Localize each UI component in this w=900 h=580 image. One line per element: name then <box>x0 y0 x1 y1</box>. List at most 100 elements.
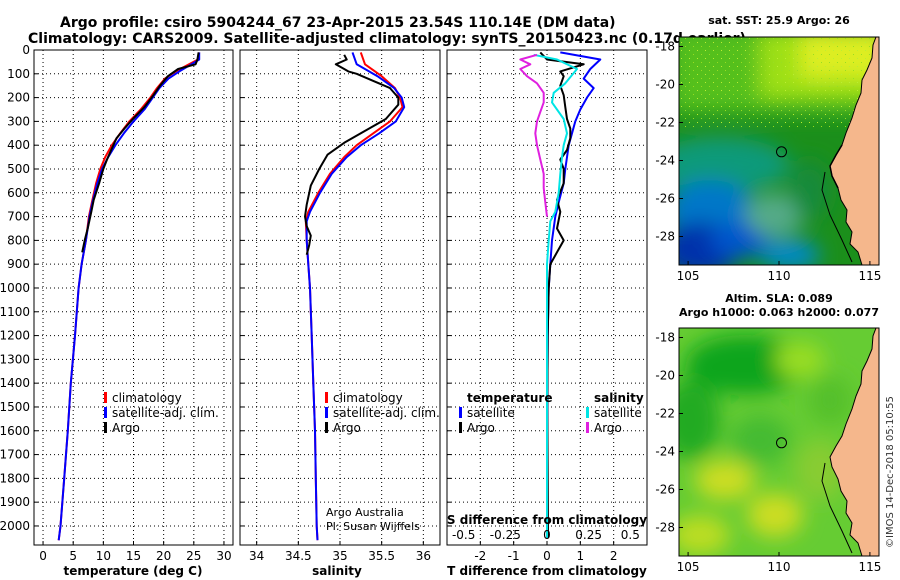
map-xtick-label: 105 <box>677 560 700 574</box>
ytick-label: 800 <box>7 233 30 247</box>
legend-s-satellite-label: satellite <box>594 406 642 420</box>
map-ytick-label: -18 <box>655 331 675 345</box>
ytick-label: 1200 <box>0 329 30 343</box>
xtick-label: 15 <box>126 549 141 563</box>
legend-s-argo-mark <box>586 422 589 433</box>
series-line-satellite-adj-clim- <box>305 52 406 541</box>
sst-map-title: sat. SST: 25.9 Argo: 26 <box>708 14 850 27</box>
xtick-label: 25 <box>186 549 201 563</box>
sla-map-title-line2: Argo h1000: 0.063 h2000: 0.077 <box>679 306 879 319</box>
ytick-label: 1300 <box>0 352 30 366</box>
xtick-label: 34 <box>249 549 264 563</box>
copyright-stamp: ©IMOS 14-Dec-2018 05:10:55 <box>885 396 896 548</box>
ytick-label: 2000 <box>0 519 30 533</box>
difference-top-ticks: -0.5 -0.25 0 0.25 0.5 <box>452 528 640 542</box>
ytick-label: 300 <box>7 114 30 128</box>
legend-argo-mark <box>104 422 107 433</box>
map-ytick-label: -22 <box>655 116 675 130</box>
xtick-label: 35 <box>332 549 347 563</box>
map-ytick-label: -24 <box>655 154 675 168</box>
legend-climatology-mark <box>104 392 107 403</box>
sst-map-ticks: 105 110 115 -18 -20 -22 -24 -26 -28 <box>655 40 881 284</box>
map-ytick-label: -26 <box>655 192 675 206</box>
xtick-label: 34.5 <box>285 549 312 563</box>
xtick-label: 2 <box>610 549 618 563</box>
sla-map: Altim. SLA: 0.089 Argo h1000: 0.063 h200… <box>655 292 881 574</box>
sst-map-field <box>679 37 879 265</box>
salinity-ticks: 34 34.5 35 35.5 36 <box>240 49 431 563</box>
difference-top-xlabel: S difference from climatology <box>447 513 647 527</box>
map-ytick-label: -18 <box>655 40 675 54</box>
legend-satellite-mark <box>325 407 328 418</box>
top-xtick-label: 0.5 <box>621 528 640 542</box>
xtick-label: 5 <box>69 549 77 563</box>
map-xtick-label: 115 <box>858 560 881 574</box>
map-ytick-label: -24 <box>655 445 675 459</box>
ytick-label: 600 <box>7 186 30 200</box>
series-line-satellite-adj-clim- <box>57 52 201 541</box>
map-ytick-label: -28 <box>655 230 675 244</box>
temperature-series <box>57 52 201 541</box>
legend-s-satellite-mark <box>586 407 589 418</box>
difference-panel: -2 -1 0 1 2 T difference from climatology S … <box>446 49 648 578</box>
ytick-label: 0 <box>22 43 30 57</box>
top-xtick-label: -0.25 <box>490 528 521 542</box>
salinity-panel: 34 34.5 35 35.5 36 salinity climatology sate… <box>239 49 441 578</box>
legend-t-argo-mark <box>459 422 462 433</box>
series-line-climatology <box>304 52 404 541</box>
difference-legend: temperature satellite Argo salinity sate… <box>459 391 644 435</box>
ytick-label: 1400 <box>0 376 30 390</box>
ytick-label: 1100 <box>0 305 30 319</box>
salinity-legend: climatology satellite-adj. clim. Argo <box>325 391 440 435</box>
map-ytick-label: -26 <box>655 483 675 497</box>
temperature-xlabel: temperature (deg C) <box>64 564 203 578</box>
series-line-temperature-satellite <box>546 51 602 538</box>
xtick-label: 1 <box>577 549 585 563</box>
map-xtick-label: 110 <box>768 560 791 574</box>
ytick-label: 1800 <box>0 471 30 485</box>
series-line-argo <box>81 52 200 253</box>
top-xtick-label: 0.25 <box>575 528 602 542</box>
salinity-grid <box>240 49 440 545</box>
legend-argo-label: Argo <box>112 421 140 435</box>
credit-line2: PI: Susan Wijffels <box>326 520 420 533</box>
legend-climatology-label: climatology <box>333 391 403 405</box>
temperature-panel: 0100200300400500600700800900100011001200… <box>0 43 234 578</box>
map-ytick-label: -22 <box>655 407 675 421</box>
series-line-salinity-argo <box>519 53 548 217</box>
series-line-salinity-satellite <box>533 53 578 538</box>
ytick-label: 900 <box>7 257 30 271</box>
title-line1: Argo profile: csiro 5904244_67 23-Apr-20… <box>60 15 616 31</box>
ytick-label: 1900 <box>0 495 30 509</box>
ytick-label: 1700 <box>0 448 30 462</box>
xtick-label: 36 <box>416 549 431 563</box>
legend-t-argo-label: Argo <box>467 421 495 435</box>
legend-argo-label: Argo <box>333 421 361 435</box>
legend-climatology-mark <box>325 392 328 403</box>
legend-climatology-label: climatology <box>112 391 182 405</box>
legend-satellite-label: satellite-adj. clim. <box>112 406 219 420</box>
map-ytick-label: -20 <box>655 369 675 383</box>
sla-map-title-line1: Altim. SLA: 0.089 <box>725 292 832 305</box>
xtick-label: 30 <box>216 549 231 563</box>
xtick-label: 20 <box>156 549 171 563</box>
map-xtick-label: 110 <box>768 269 791 283</box>
ytick-label: 400 <box>7 138 30 152</box>
difference-ticks: -2 -1 0 1 2 <box>447 49 618 563</box>
xtick-label: -2 <box>474 549 486 563</box>
map-xtick-label: 115 <box>858 269 881 283</box>
ytick-label: 700 <box>7 210 30 224</box>
legend-satellite-mark <box>104 407 107 418</box>
xtick-label: 10 <box>96 549 111 563</box>
sst-argo-position-marker <box>776 146 787 158</box>
xtick-label: -1 <box>508 549 520 563</box>
salinity-series <box>304 52 406 541</box>
map-xtick-label: 105 <box>677 269 700 283</box>
temperature-ticks: 0100200300400500600700800900100011001200… <box>0 43 232 563</box>
sla-argo-position-marker <box>776 437 787 449</box>
legend-temperature-header: temperature <box>467 391 552 405</box>
series-line-argo <box>304 54 400 255</box>
map-ytick-label: -28 <box>655 521 675 535</box>
sla-map-field <box>679 328 879 556</box>
